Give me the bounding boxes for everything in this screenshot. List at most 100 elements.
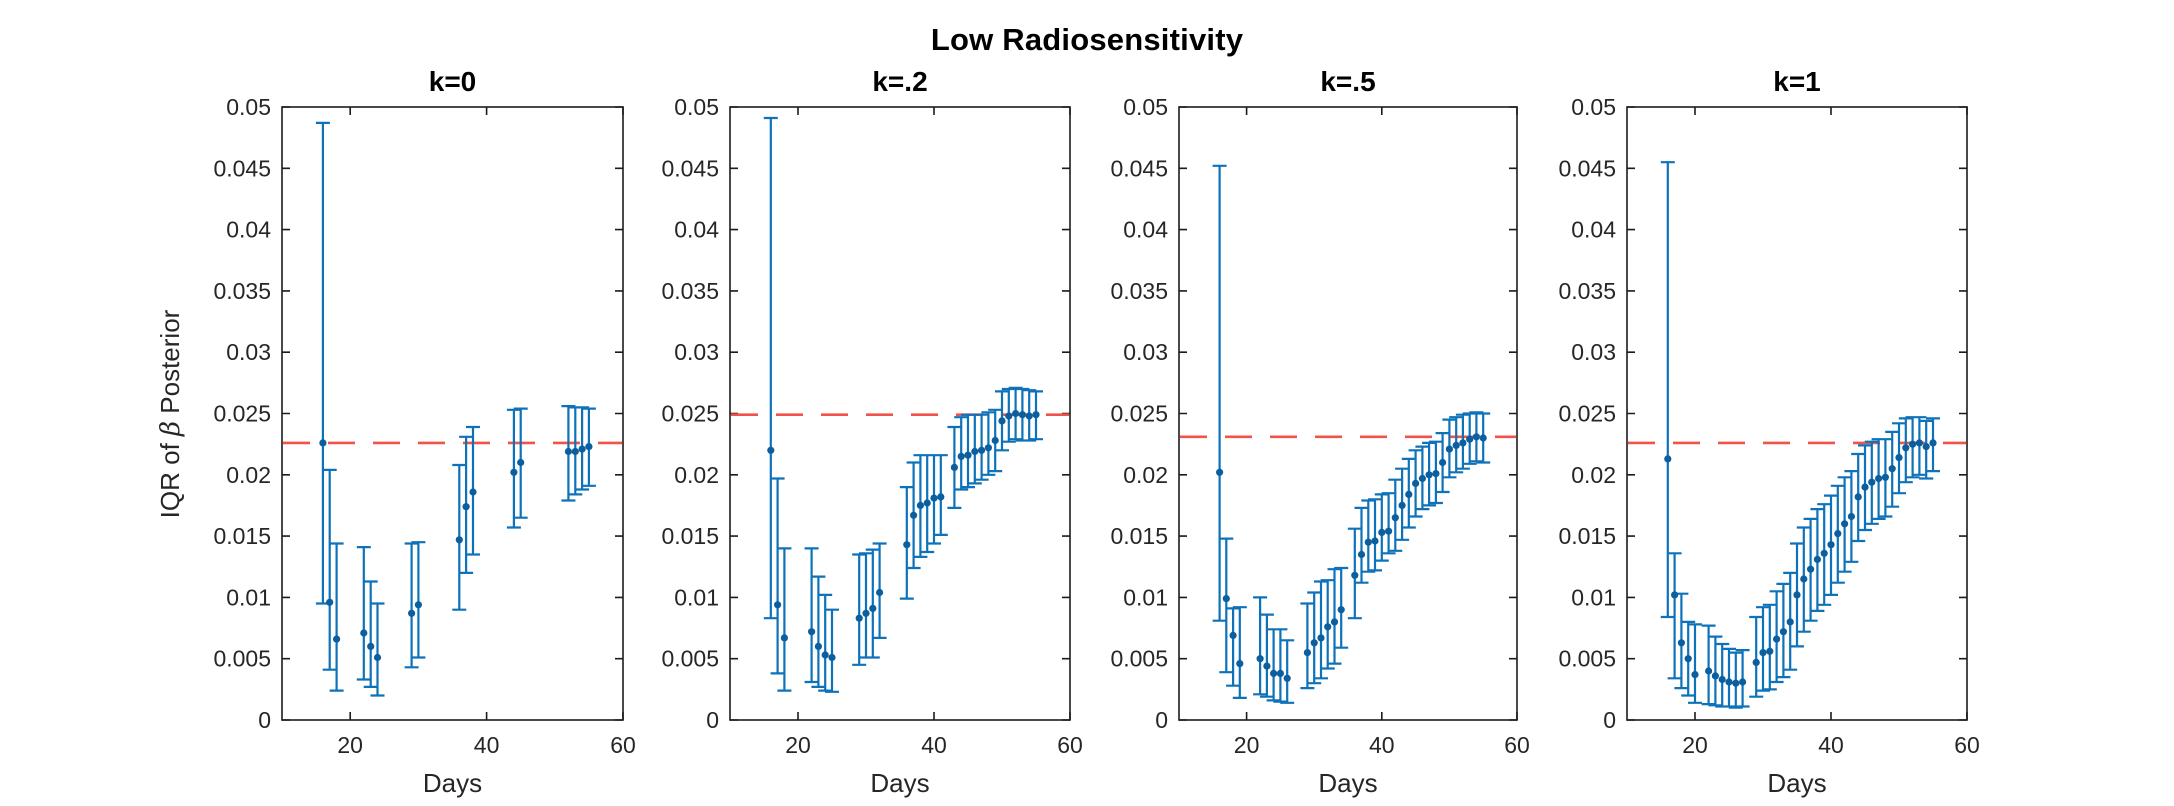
marker-dot	[1351, 571, 1359, 579]
x-tick-label: 40	[1818, 732, 1844, 758]
error-bars	[315, 121, 596, 697]
marker-dot	[1800, 575, 1808, 583]
x-tick-label: 60	[610, 732, 636, 758]
x-tick-label: 60	[1504, 732, 1530, 758]
x-tick-label: 20	[337, 732, 363, 758]
marker-dot	[1479, 434, 1487, 442]
marker-dot	[923, 499, 931, 507]
marker-dot	[1875, 474, 1883, 483]
marker-dot	[1018, 411, 1026, 419]
marker-dot	[1472, 433, 1480, 441]
x-tick-label: 60	[1057, 732, 1083, 758]
marker-dot	[1445, 445, 1453, 453]
y-tick-label: 0.02	[674, 462, 719, 488]
marker-dot	[957, 452, 965, 460]
marker-dot	[774, 601, 782, 609]
marker-dot	[950, 463, 959, 471]
y-tick-label: 0	[258, 707, 271, 733]
marker-dot	[1773, 635, 1781, 643]
y-tick-label: 0	[1603, 707, 1616, 733]
x-tick-label: 60	[1954, 732, 1980, 758]
marker-dot	[1766, 647, 1774, 655]
axes-box	[281, 106, 624, 721]
y-tick-label: 0.005	[1558, 646, 1616, 672]
y-tick-label: 0.01	[1571, 584, 1616, 610]
marker-dot	[1371, 537, 1379, 545]
marker-dot	[998, 417, 1006, 425]
marker-dot	[991, 436, 999, 445]
y-tick-label: 0.045	[661, 155, 719, 181]
beta-symbol: β	[156, 420, 186, 436]
marker-dot	[855, 614, 863, 622]
marker-dot	[1739, 678, 1747, 686]
marker-dot	[1827, 541, 1835, 549]
marker-dot	[1881, 473, 1889, 481]
marker-dot	[903, 541, 911, 549]
marker-dot	[1385, 527, 1393, 535]
marker-dot	[1752, 658, 1760, 667]
marker-dot	[1283, 674, 1291, 682]
marker-dot	[1909, 440, 1917, 448]
x-tick-label: 20	[1682, 732, 1708, 758]
y-tick-label: 0.03	[1571, 339, 1616, 365]
marker-dot	[1807, 565, 1815, 573]
marker-dot	[869, 604, 877, 613]
marker-dot	[367, 642, 375, 651]
marker-dot	[585, 443, 593, 451]
marker-dot	[1718, 675, 1726, 684]
error-bars	[1212, 164, 1491, 704]
marker-dot	[1459, 439, 1467, 447]
x-tick-label: 40	[474, 732, 500, 758]
marker-dot	[767, 446, 775, 454]
y-tick-label: 0.02	[1123, 462, 1168, 488]
subplot-k5: 0 0.005 0.01 0.015 0.02 0.025 0.03 0.035 0.04 0.0…	[1110, 94, 1529, 758]
marker-dot	[1391, 514, 1399, 522]
y-tick-label: 0.03	[674, 339, 719, 365]
marker-dot	[1439, 458, 1447, 467]
y-axis-label: IQR of β Posterior	[155, 214, 189, 614]
tick-marks	[730, 106, 1071, 721]
marker-dot	[984, 444, 993, 452]
y-tick-label: 0.015	[661, 523, 719, 549]
y-axis-label-suffix: Posterior	[155, 309, 185, 421]
marker-dot	[1861, 483, 1869, 491]
subplot-title-k02: k=.2	[872, 66, 928, 97]
marker-dot	[1895, 454, 1903, 462]
marker-dot	[1216, 468, 1224, 476]
marker-dot	[517, 458, 525, 467]
tick-marks	[1627, 106, 1968, 721]
marker-dot	[1405, 490, 1413, 498]
y-tick-label: 0.045	[1110, 155, 1168, 181]
marker-dot	[821, 651, 829, 659]
marker-dot	[1303, 649, 1311, 657]
marker-dot	[1317, 634, 1325, 642]
marker-dot	[876, 588, 884, 597]
marker-dot	[910, 511, 918, 519]
marker-dot	[1337, 606, 1345, 614]
marker-dot	[964, 451, 972, 459]
marker-dot	[1786, 618, 1794, 626]
marker-dot	[1025, 412, 1033, 420]
subplot-k0: 0 0.005 0.01 0.015 0.02 0.025 0.03 0.035 0.04 0.0…	[213, 94, 635, 758]
y-tick-label: 0.045	[1558, 155, 1616, 181]
marker-dot	[333, 635, 341, 643]
y-tick-label: 0.02	[226, 462, 271, 488]
y-tick-label: 0.045	[213, 155, 271, 181]
marker-dot	[571, 447, 579, 456]
y-tick-label: 0.01	[226, 584, 271, 610]
y-tick-label: 0.03	[226, 339, 271, 365]
marker-dot	[1466, 435, 1474, 443]
y-tick-label: 0.04	[1123, 217, 1168, 243]
marker-dot	[1711, 672, 1719, 680]
subplot-title-k0: k=0	[428, 66, 477, 97]
marker-dot	[1364, 538, 1372, 546]
x-tick-label: 20	[785, 732, 811, 758]
marker-dot	[1691, 671, 1699, 679]
marker-dot	[1357, 550, 1366, 559]
marker-dot	[578, 445, 586, 453]
marker-dot	[1276, 669, 1284, 678]
marker-dot	[1398, 501, 1406, 509]
marker-dot	[1330, 618, 1339, 626]
marker-dot	[1270, 669, 1278, 678]
